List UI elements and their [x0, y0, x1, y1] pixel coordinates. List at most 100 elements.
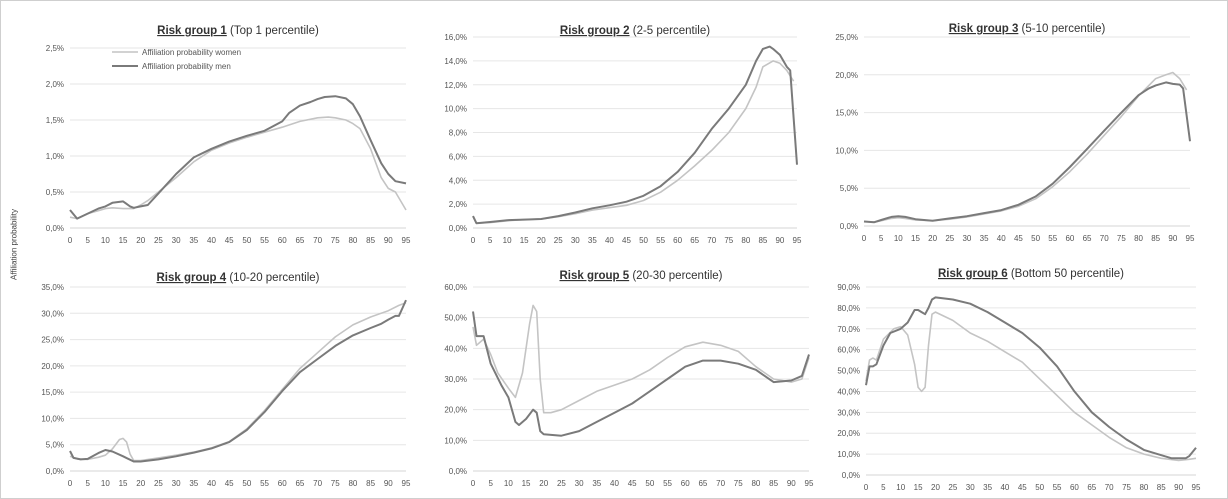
x-tick-label: 35	[189, 236, 198, 245]
x-tick-label: 20	[931, 483, 940, 492]
legend-label-men: Affiliation probability men	[142, 62, 231, 71]
chart-title-rest: (10-20 percentile)	[226, 272, 319, 284]
x-tick-label: 0	[471, 479, 476, 488]
x-tick-label: 55	[1048, 234, 1057, 243]
x-tick-label: 40	[207, 479, 216, 488]
x-tick-label: 15	[911, 234, 920, 243]
y-tick-label: 0,0%	[842, 471, 860, 480]
chart-title-bold: Risk group 5	[560, 270, 630, 282]
x-tick-label: 10	[101, 479, 110, 488]
x-tick-label: 85	[366, 479, 375, 488]
x-tick-label: 25	[948, 483, 957, 492]
x-tick-label: 5	[85, 236, 90, 245]
y-tick-label: 40,0%	[444, 344, 467, 353]
x-tick-label: 15	[522, 479, 531, 488]
y-tick-label: 60,0%	[837, 346, 860, 355]
series-line-women	[865, 311, 1197, 462]
x-tick-label: 60	[673, 236, 682, 245]
x-tick-label: 10	[101, 236, 110, 245]
x-tick-label: 65	[698, 479, 707, 488]
chart-title-rest: (5-10 percentile)	[1018, 23, 1105, 35]
x-tick-label: 45	[1014, 234, 1023, 243]
x-tick-label: 10	[894, 234, 903, 243]
x-tick-label: 30	[172, 236, 181, 245]
x-tick-label: 35	[983, 483, 992, 492]
x-tick-label: 0	[471, 236, 476, 245]
chart-risk-group-4: Risk group 4 (10-20 percentile) 0,0% 5,0% 1…	[41, 272, 411, 488]
x-tick-label: 5	[488, 236, 493, 245]
x-tick-label: 75	[331, 236, 340, 245]
x-tick-label: 75	[331, 479, 340, 488]
y-tick-label: 10,0%	[835, 146, 858, 155]
y-tick-label: 30,0%	[444, 375, 467, 384]
x-tick-label: 80	[348, 479, 357, 488]
x-tick-label: 30	[962, 234, 971, 243]
x-tick-label: 95	[1186, 234, 1195, 243]
x-tick-label: 95	[793, 236, 802, 245]
x-tick-label: 45	[225, 479, 234, 488]
y-tick-label: 0,0%	[449, 467, 467, 476]
y-tick-label: 2,5%	[46, 44, 64, 53]
x-tick-label: 55	[260, 479, 269, 488]
x-tick-label: 65	[1083, 234, 1092, 243]
x-tick-label: 70	[1105, 483, 1114, 492]
y-tick-label: 2,0%	[449, 200, 467, 209]
x-tick-label: 95	[402, 479, 411, 488]
x-tick-label: 60	[278, 479, 287, 488]
x-tick-label: 65	[295, 236, 304, 245]
y-tick-label: 40,0%	[837, 387, 860, 396]
y-tick-label: 60,0%	[444, 283, 467, 292]
x-tick-label: 10	[896, 483, 905, 492]
x-tick-label: 60	[278, 236, 287, 245]
x-tick-label: 5	[488, 479, 493, 488]
y-tick-label: 20,0%	[837, 429, 860, 438]
x-tick-label: 15	[119, 236, 128, 245]
y-tick-label: 8,0%	[449, 129, 467, 138]
x-tick-label: 0	[862, 234, 867, 243]
y-tick-label: 2,0%	[46, 80, 64, 89]
x-tick-label: 75	[1122, 483, 1131, 492]
x-tick-label: 35	[189, 479, 198, 488]
x-tick-label: 90	[1168, 234, 1177, 243]
series-line-men	[865, 296, 1197, 460]
x-tick-label: 55	[663, 479, 672, 488]
y-tick-label: 70,0%	[837, 325, 860, 334]
chart-title: Risk group 3 (5-10 percentile)	[949, 23, 1106, 35]
series-line-men	[863, 81, 1191, 224]
x-tick-label: 65	[295, 479, 304, 488]
x-tick-label: 45	[628, 479, 637, 488]
x-tick-label: 80	[741, 236, 750, 245]
x-tick-label: 75	[1117, 234, 1126, 243]
legend-label-women: Affiliation probability women	[142, 48, 241, 57]
x-tick-label: 50	[639, 236, 648, 245]
y-tick-label: 6,0%	[449, 152, 467, 161]
y-tick-label: 5,0%	[840, 184, 858, 193]
y-tick-label: 20,0%	[41, 362, 64, 371]
y-tick-label: 10,0%	[444, 105, 467, 114]
x-tick-label: 60	[681, 479, 690, 488]
y-tick-label: 25,0%	[41, 336, 64, 345]
x-tick-label: 75	[734, 479, 743, 488]
x-tick-label: 40	[207, 236, 216, 245]
series-line-men	[472, 311, 810, 437]
x-tick-label: 70	[313, 236, 322, 245]
x-tick-label: 40	[610, 479, 619, 488]
chart-risk-group-5: Risk group 5 (20-30 percentile) 0,0% 10,0%…	[444, 270, 814, 488]
chart-title: Risk group 4 (10-20 percentile)	[157, 272, 320, 284]
x-tick-label: 40	[1000, 483, 1009, 492]
y-tick-label: 50,0%	[444, 314, 467, 323]
x-tick-label: 85	[758, 236, 767, 245]
x-tick-label: 45	[622, 236, 631, 245]
x-tick-label: 80	[348, 236, 357, 245]
y-tick-label: 50,0%	[837, 367, 860, 376]
chart-title-rest: (Bottom 50 percentile)	[1008, 268, 1125, 280]
x-tick-label: 0	[68, 236, 73, 245]
x-tick-label: 40	[605, 236, 614, 245]
x-tick-label: 25	[945, 234, 954, 243]
y-tick-label: 30,0%	[41, 309, 64, 318]
chart-title: Risk group 1 (Top 1 percentile)	[157, 25, 319, 37]
x-tick-label: 75	[724, 236, 733, 245]
x-tick-label: 10	[504, 479, 513, 488]
series-line-men	[69, 95, 407, 220]
